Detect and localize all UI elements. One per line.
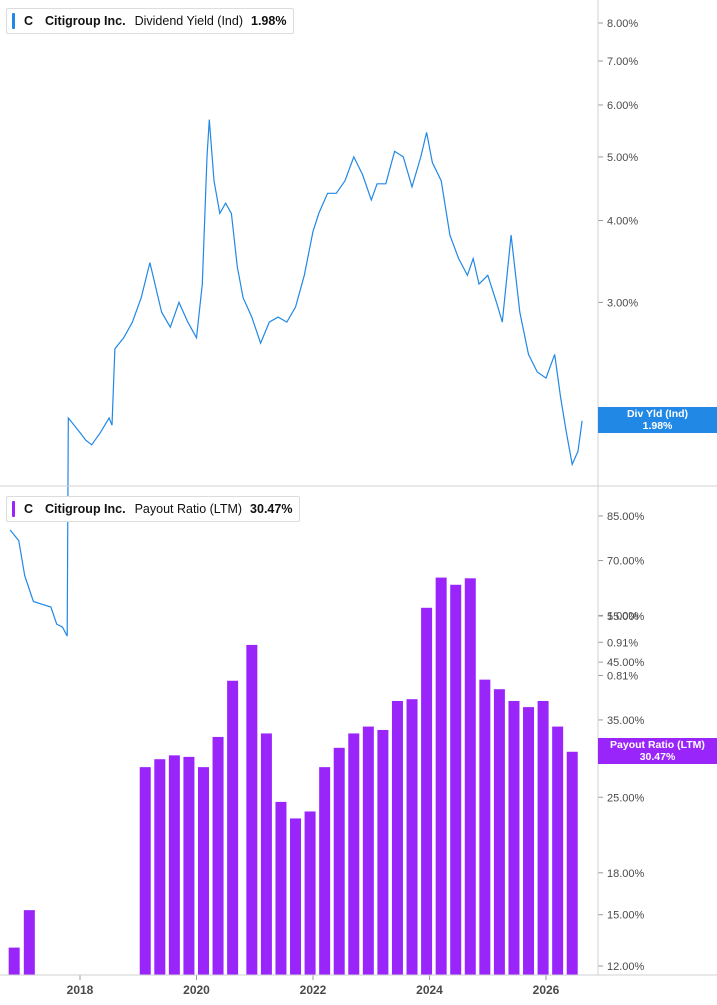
y-tick-label: 35.00% — [607, 715, 645, 727]
payout-bar — [197, 767, 209, 975]
payout-bar — [275, 801, 287, 975]
legend-value: 1.98% — [251, 14, 287, 28]
payout-bar — [8, 947, 20, 975]
payout-bar — [406, 699, 418, 975]
legend-company: Citigroup Inc. — [45, 14, 126, 28]
payout-bar — [362, 726, 374, 975]
bottom-y-axis: 85.00% 70.00% 55.00% 45.00% 35.00% 25.00% 18.0… — [598, 511, 645, 973]
payout-bar — [435, 577, 447, 975]
y-tick-label: 25.00% — [607, 792, 645, 804]
payout-bar — [333, 747, 345, 975]
legend-company: Citigroup Inc. — [45, 502, 126, 516]
x-tick-label: 2022 — [300, 983, 327, 997]
payout-legend-swatch — [12, 501, 15, 517]
payout-bar — [450, 584, 462, 975]
y-tick-label: 7.00% — [607, 56, 638, 68]
payout-bar — [493, 689, 505, 975]
y-tick-label: 5.00% — [607, 152, 638, 164]
dividend-yield-line — [9, 119, 583, 637]
y-tick-label: 0.91% — [607, 637, 638, 649]
tag-value: 30.47% — [639, 750, 676, 763]
y-tick-label: 4.00% — [607, 215, 638, 227]
payout-bar — [168, 755, 180, 975]
payout-bar — [246, 644, 258, 975]
y-tick-label: 55.00% — [607, 611, 645, 623]
payout-bar — [304, 811, 316, 975]
y-tick-label: 18.00% — [607, 868, 645, 880]
y-tick-label: 6.00% — [607, 100, 638, 112]
payout-bar — [319, 767, 331, 975]
payout-bar — [260, 733, 272, 975]
payout-bar — [508, 700, 520, 975]
payout-bar — [552, 726, 564, 975]
y-tick-label: 15.00% — [607, 910, 645, 922]
payout-bar — [154, 759, 166, 975]
legend-ticker: C — [24, 14, 34, 28]
legend-value: 30.47% — [250, 502, 293, 516]
payout-bar — [479, 679, 491, 975]
x-tick-label: 2020 — [183, 983, 210, 997]
y-tick-label: 45.00% — [607, 657, 645, 669]
payout-ratio-bars — [8, 577, 578, 975]
tag-label: Div Yld (Ind) — [626, 407, 689, 420]
payout-bar — [348, 733, 360, 975]
payout-bar — [183, 756, 195, 975]
x-tick-label: 2018 — [67, 983, 94, 997]
dividend-legend-swatch — [12, 13, 15, 29]
x-tick-label: 2026 — [533, 983, 560, 997]
payout-ratio-value-tag: Payout Ratio (LTM) 30.47% — [598, 737, 717, 764]
y-tick-label: 1.00% — [607, 610, 638, 622]
payout-bar — [290, 818, 302, 975]
payout-bar — [377, 729, 389, 975]
y-tick-label: 85.00% — [607, 511, 645, 523]
legend-metric: Payout Ratio (LTM) — [134, 502, 243, 516]
payout-bar — [227, 680, 239, 975]
y-tick-label: 0.81% — [607, 670, 638, 682]
payout-bar — [212, 736, 224, 975]
payout-bar — [23, 910, 35, 975]
bottom-legend: C Citigroup Inc. Payout Ratio (LTM) 30.4… — [6, 496, 301, 522]
payout-bar — [464, 578, 476, 975]
legend-metric: Dividend Yield (Ind) — [134, 14, 243, 28]
legend-ticker: C — [24, 502, 34, 516]
payout-bar — [523, 707, 535, 975]
dividend-yield-value-tag: Div Yld (Ind) 1.98% — [598, 406, 717, 433]
payout-bar — [139, 767, 151, 975]
tag-label: Payout Ratio (LTM) — [610, 738, 705, 751]
payout-bar — [391, 700, 403, 975]
top-y-axis: 8.00% 7.00% 6.00% 5.00% 4.00% 3.00% 1.00% 0.91%… — [598, 18, 638, 682]
payout-bar — [537, 700, 549, 975]
y-tick-label: 70.00% — [607, 556, 645, 568]
x-axis: 2018 2020 2022 2024 2026 — [67, 975, 560, 997]
y-tick-label: 12.00% — [607, 961, 645, 973]
payout-bar — [566, 751, 578, 975]
top-legend: C Citigroup Inc. Dividend Yield (Ind) 1.… — [6, 8, 295, 34]
tag-value: 1.98% — [642, 419, 673, 432]
y-tick-label: 8.00% — [607, 18, 638, 30]
payout-bar — [421, 607, 433, 975]
y-tick-label: 3.00% — [607, 297, 638, 309]
x-tick-label: 2024 — [416, 983, 443, 997]
